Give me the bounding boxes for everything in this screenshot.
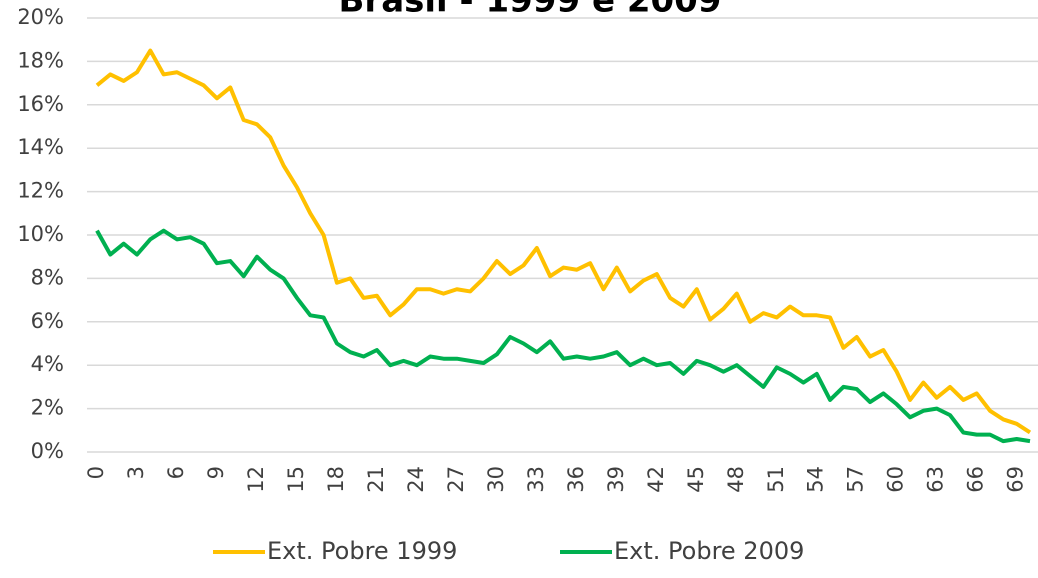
x-tick-label: 21 [364,466,388,493]
x-tick-label: 45 [684,466,708,493]
x-tick-label: 54 [804,466,828,493]
chart-title: Brasil - 1999 e 2009 [339,0,722,21]
x-tick-label: 69 [1004,466,1028,493]
y-tick-label: 4% [31,352,64,376]
y-tick-label: 8% [31,265,64,289]
x-tick-label: 57 [844,466,868,493]
series-line [95,228,1031,444]
y-tick-label: 2% [31,396,64,420]
x-tick-label: 39 [604,466,628,493]
y-tick-label: 10% [17,222,64,246]
y-tick-label: 18% [17,48,64,72]
x-tick-label: 15 [284,466,308,493]
x-tick-label: 18 [324,466,348,493]
x-tick-label: 66 [964,466,988,493]
y-tick-label: 12% [17,179,64,203]
x-tick-label: 6 [164,466,188,479]
y-tick-label: 0% [31,439,64,463]
x-tick-label: 3 [124,466,148,479]
legend-label: Ext. Pobre 2009 [614,537,804,565]
x-tick-label: 12 [244,466,268,493]
x-tick-label: 63 [924,466,948,493]
x-tick-label: 42 [644,466,668,493]
x-tick-label: 60 [884,466,908,493]
x-tick-label: 27 [444,466,468,493]
x-tick-label: 51 [764,466,788,493]
legend-label: Ext. Pobre 1999 [267,537,457,565]
y-tick-label: 16% [17,92,64,116]
x-tick-label: 0 [84,466,108,479]
x-tick-label: 36 [564,466,588,493]
x-tick-label: 30 [484,466,508,493]
y-tick-label: 20% [17,5,64,29]
series-line [95,48,1032,435]
x-tick-label: 9 [204,466,228,479]
y-tick-label: 14% [17,135,64,159]
y-tick-label: 6% [31,309,64,333]
x-tick-label: 48 [724,466,748,493]
x-tick-label: 24 [404,466,428,493]
x-tick-label: 33 [524,466,548,493]
